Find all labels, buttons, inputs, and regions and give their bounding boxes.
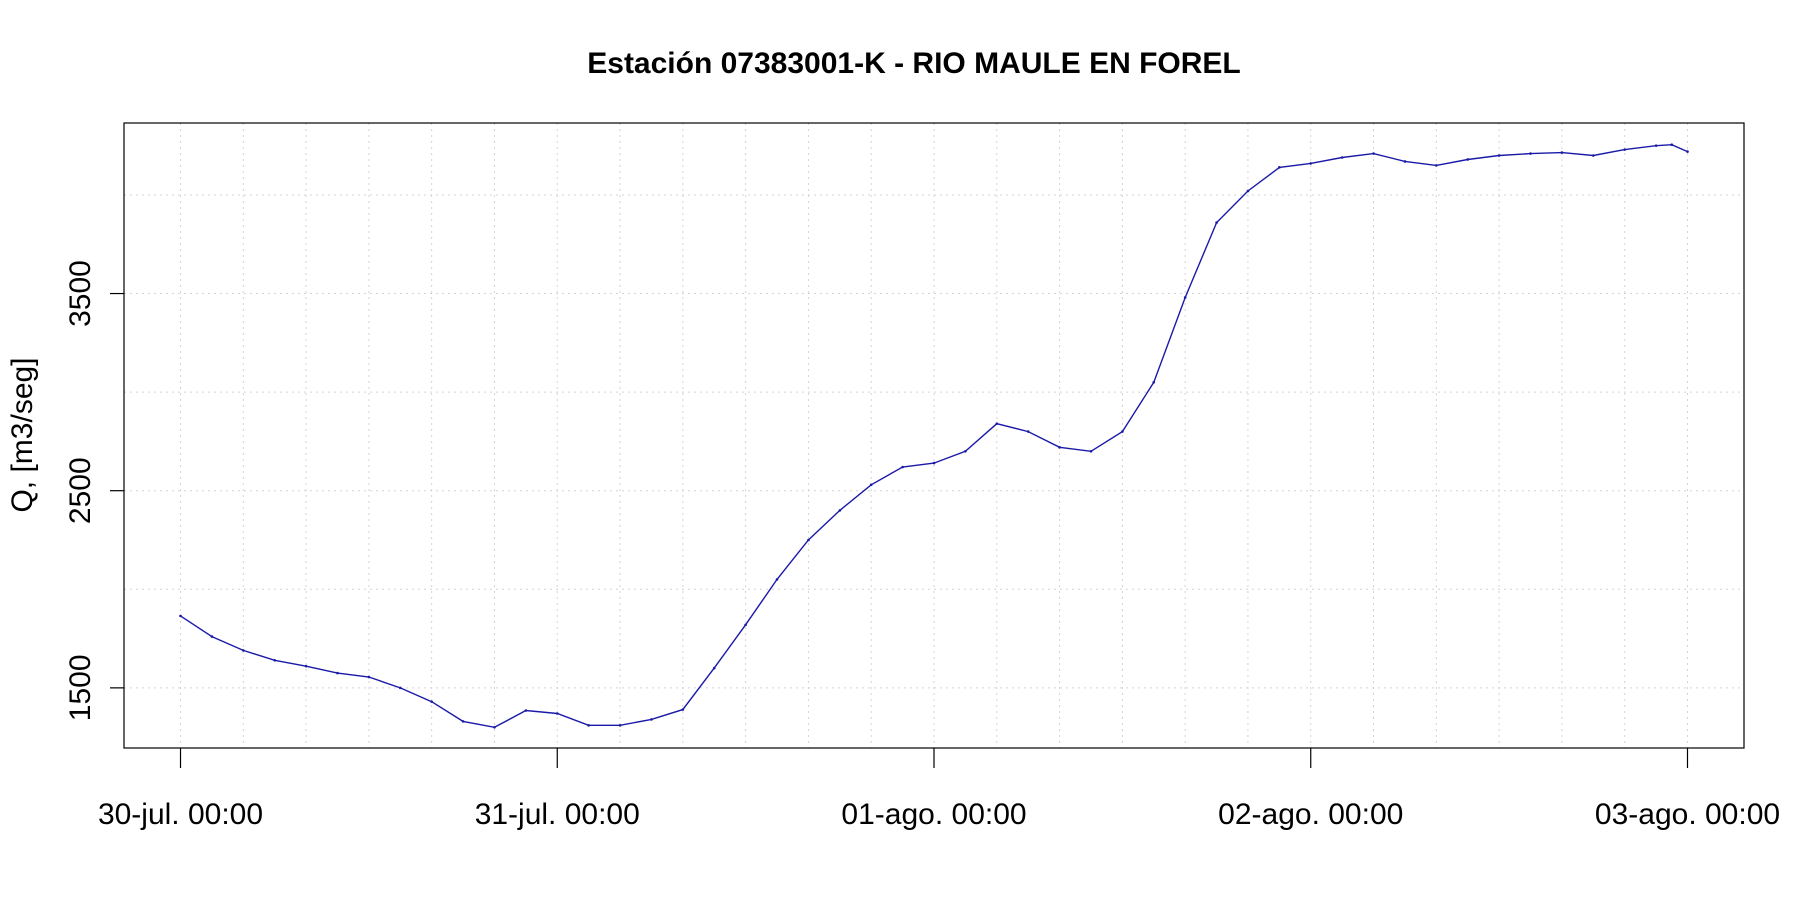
x-axis: 30-jul. 00:00 31-jul. 00:00 01-ago. 00:00 0…	[98, 748, 1780, 831]
data-point	[367, 675, 371, 679]
x-tick-label: 02-ago. 00:00	[1218, 798, 1403, 831]
data-point	[304, 664, 308, 668]
data-point	[1497, 154, 1501, 157]
data-point	[1278, 166, 1281, 169]
x-tick-label: 31-jul. 00:00	[475, 798, 640, 831]
data-point	[681, 708, 685, 711]
data-point	[807, 538, 810, 542]
data-point	[1654, 144, 1658, 147]
data-point	[398, 686, 402, 690]
data-point	[336, 671, 339, 675]
y-tick-label: 2500	[64, 457, 97, 524]
data-point	[1670, 143, 1674, 146]
data-point	[1121, 430, 1124, 433]
data-point	[869, 483, 873, 487]
data-point	[1246, 189, 1250, 193]
chart-title: Estación 07383001-K - RIO MAULE EN FOREL	[587, 47, 1241, 80]
data-point	[1403, 160, 1407, 163]
data-point	[1089, 449, 1093, 453]
data-point	[838, 509, 842, 512]
data-point	[1623, 148, 1626, 151]
data-point	[1466, 158, 1470, 161]
discharge-line	[180, 143, 1688, 729]
x-tick-label: 01-ago. 00:00	[841, 798, 1026, 831]
data-point	[650, 718, 653, 721]
data-point	[430, 700, 433, 703]
data-point	[1215, 221, 1218, 224]
data-point	[1026, 430, 1030, 433]
data-point	[587, 724, 590, 727]
data-point	[1529, 152, 1532, 155]
data-point	[1435, 164, 1438, 167]
data-point	[901, 465, 904, 469]
x-tick-label: 30-jul. 00:00	[98, 798, 263, 831]
y-tick-label: 1500	[64, 654, 97, 721]
data-point	[210, 635, 214, 638]
data-point	[524, 709, 528, 712]
x-tick-label: 03-ago. 00:00	[1595, 798, 1780, 831]
data-point	[1058, 446, 1061, 449]
data-point	[712, 666, 716, 670]
data-point	[1372, 152, 1375, 155]
data-point	[995, 422, 999, 425]
data-point	[744, 623, 747, 627]
data-point	[179, 614, 182, 618]
data-point	[932, 461, 936, 465]
data-point	[775, 578, 779, 581]
data-point	[1309, 162, 1313, 165]
data-point	[1340, 156, 1344, 159]
data-point	[618, 724, 622, 727]
series-layer	[179, 143, 1689, 729]
data-point	[493, 725, 496, 729]
data-point	[242, 649, 245, 652]
grid-layer	[124, 123, 1744, 748]
data-point	[555, 712, 559, 715]
y-axis-label: Q, [m3/seg]	[6, 357, 39, 512]
data-point	[1183, 296, 1187, 299]
data-point	[1152, 380, 1156, 384]
data-point	[1686, 150, 1689, 153]
y-tick-label: 3500	[64, 260, 97, 327]
data-point	[1560, 151, 1564, 154]
data-point	[273, 658, 276, 662]
data-point	[461, 720, 465, 723]
y-axis: 1500 2500 3500	[64, 260, 124, 721]
data-point	[1592, 154, 1595, 157]
data-point	[964, 449, 967, 453]
